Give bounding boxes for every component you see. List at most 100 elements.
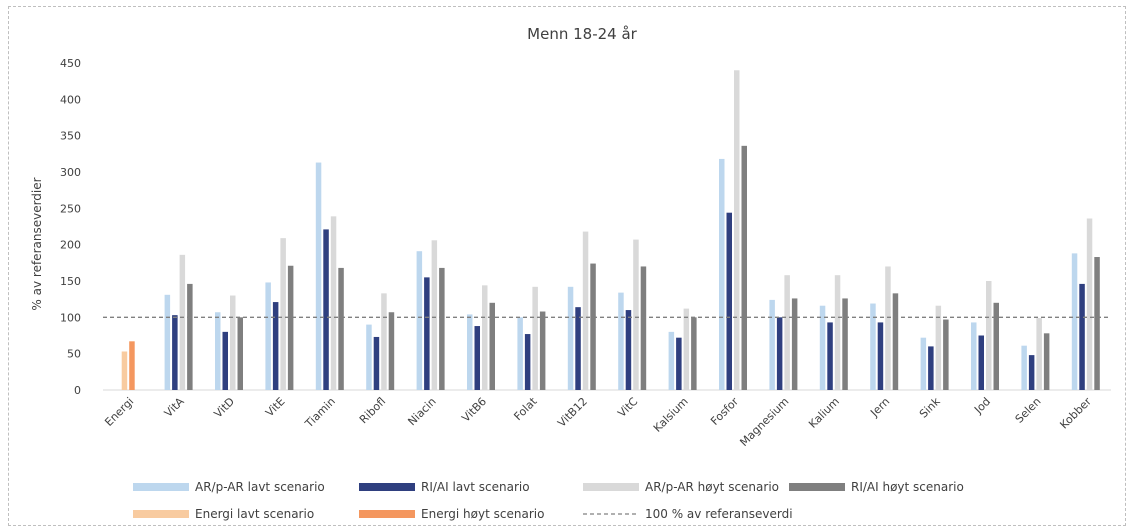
bar-kalium-ar-p-ar-h-yt-scenario bbox=[834, 275, 841, 390]
y-axis-ticks: 0 50 100 150 200 250 300 350 400 450 bbox=[60, 57, 81, 397]
category-labels: Energi VitA VitD VitE Tiamin Ribofl Niacin VitB… bbox=[102, 394, 1094, 449]
bar-selen-ar-p-ar-h-yt-scenario bbox=[1036, 318, 1042, 390]
bar-ribofl-ar-p-ar-h-yt-scenario bbox=[381, 293, 387, 390]
bar-folat-ri-ai-h-yt-scenario bbox=[539, 311, 546, 390]
bar-vitd-ar-p-ar-lavt-scenario bbox=[215, 312, 221, 390]
bar-kalsium-ar-p-ar-h-yt-scenario bbox=[683, 308, 690, 390]
bar-vitc-ri-ai-h-yt-scenario bbox=[640, 266, 647, 390]
bar-ribofl-ar-p-ar-lavt-scenario bbox=[366, 324, 372, 390]
legend: AR/p-AR lavt scenario RI/AI lavt scenario… bbox=[133, 480, 964, 521]
bar-vitb12-ri-ai-lavt-scenario bbox=[575, 307, 581, 390]
bar-vite-ar-p-ar-lavt-scenario bbox=[265, 282, 271, 390]
x-tick-label: Jod bbox=[971, 395, 993, 417]
x-tick-label: Kobber bbox=[1057, 395, 1094, 432]
legend-swatch bbox=[359, 510, 415, 518]
y-axis-label: % av referanseverdier bbox=[30, 177, 44, 310]
chart-frame: Menn 18-24 år % av referanseverdier 0 50 1… bbox=[8, 6, 1126, 526]
y-tick-label: 0 bbox=[74, 384, 81, 397]
legend-label: 100 % av referanseverdi bbox=[645, 507, 793, 521]
bar-jern-ar-p-ar-h-yt-scenario bbox=[885, 266, 891, 390]
bar-vite-ar-p-ar-h-yt-scenario bbox=[280, 238, 286, 390]
x-tick-label: VitA bbox=[162, 395, 187, 420]
bar-jod-ri-ai-lavt-scenario bbox=[978, 335, 984, 390]
bar-fosfor-ri-ai-h-yt-scenario bbox=[741, 145, 747, 390]
bar-ribofl-ri-ai-lavt-scenario bbox=[373, 336, 380, 390]
bar-jod-ar-p-ar-h-yt-scenario bbox=[986, 281, 992, 390]
bar-tiamin-ri-ai-lavt-scenario bbox=[323, 229, 329, 390]
bar-tiamin-ar-p-ar-lavt-scenario bbox=[315, 162, 322, 390]
x-tick-label: Kalium bbox=[806, 395, 842, 431]
y-tick-label: 400 bbox=[60, 93, 81, 106]
bar-vitb6-ar-p-ar-lavt-scenario bbox=[467, 314, 473, 390]
x-tick-label: VitE bbox=[263, 395, 288, 420]
bar-niacin-ri-ai-lavt-scenario bbox=[424, 277, 430, 390]
bar-energi-energi-h-yt-scenario bbox=[129, 341, 135, 390]
bar-vitb6-ri-ai-h-yt-scenario bbox=[489, 302, 495, 390]
x-tick-label: Folat bbox=[511, 394, 540, 423]
x-tick-label: Tiamin bbox=[302, 395, 338, 431]
bar-vitd-ri-ai-h-yt-scenario bbox=[237, 317, 243, 390]
y-tick-label: 50 bbox=[67, 348, 81, 361]
bar-kobber-ar-p-ar-h-yt-scenario bbox=[1086, 218, 1093, 390]
bar-vita-ar-p-ar-lavt-scenario bbox=[164, 294, 171, 390]
bar-folat-ar-p-ar-h-yt-scenario bbox=[532, 286, 538, 390]
legend-label: RI/AI lavt scenario bbox=[421, 480, 530, 494]
x-tick-label: Magnesium bbox=[737, 395, 791, 449]
bar-magnesium-ar-p-ar-lavt-scenario bbox=[769, 299, 775, 390]
bar-kalsium-ri-ai-lavt-scenario bbox=[676, 337, 682, 390]
bar-magnesium-ar-p-ar-h-yt-scenario bbox=[784, 275, 790, 390]
x-tick-label: Energi bbox=[102, 395, 136, 429]
bar-fosfor-ri-ai-lavt-scenario bbox=[726, 212, 732, 390]
bars-group bbox=[121, 70, 1100, 390]
bar-niacin-ri-ai-h-yt-scenario bbox=[439, 267, 445, 390]
x-tick-label: VitC bbox=[615, 395, 640, 420]
x-tick-label: Kalsium bbox=[651, 395, 691, 435]
bar-vita-ri-ai-lavt-scenario bbox=[172, 315, 178, 390]
legend-swatch bbox=[133, 510, 189, 518]
bar-vitb12-ar-p-ar-h-yt-scenario bbox=[582, 231, 589, 390]
bar-magnesium-ri-ai-lavt-scenario bbox=[776, 317, 783, 390]
y-tick-label: 150 bbox=[60, 275, 81, 288]
bar-kalium-ar-p-ar-lavt-scenario bbox=[819, 305, 826, 390]
bar-kobber-ar-p-ar-lavt-scenario bbox=[1071, 253, 1078, 390]
bar-niacin-ar-p-ar-h-yt-scenario bbox=[431, 240, 438, 390]
bar-sink-ar-p-ar-lavt-scenario bbox=[920, 337, 927, 390]
bar-vitb6-ar-p-ar-h-yt-scenario bbox=[482, 285, 488, 390]
bar-sink-ar-p-ar-h-yt-scenario bbox=[935, 305, 942, 390]
bar-kalsium-ri-ai-h-yt-scenario bbox=[691, 317, 697, 390]
bar-niacin-ar-p-ar-lavt-scenario bbox=[416, 251, 423, 390]
bar-kalium-ri-ai-h-yt-scenario bbox=[842, 298, 848, 390]
legend-label: Energi lavt scenario bbox=[195, 507, 314, 521]
bar-sink-ri-ai-h-yt-scenario bbox=[943, 319, 949, 390]
bar-chart: Menn 18-24 år % av referanseverdier 0 50 1… bbox=[30, 25, 1111, 521]
bar-vite-ri-ai-h-yt-scenario bbox=[287, 265, 294, 390]
x-tick-label: Sink bbox=[917, 394, 943, 420]
y-tick-label: 300 bbox=[60, 166, 81, 179]
chart-title: Menn 18-24 år bbox=[527, 25, 637, 43]
bar-ribofl-ri-ai-h-yt-scenario bbox=[388, 312, 395, 390]
bar-vitb12-ar-p-ar-lavt-scenario bbox=[567, 286, 574, 390]
bar-fosfor-ar-p-ar-h-yt-scenario bbox=[734, 70, 740, 390]
bar-kalsium-ar-p-ar-lavt-scenario bbox=[668, 331, 675, 390]
bar-energi-energi-lavt-scenario bbox=[121, 351, 128, 390]
x-tick-label: VitD bbox=[212, 395, 238, 421]
bar-magnesium-ri-ai-h-yt-scenario bbox=[791, 298, 798, 390]
legend-swatch bbox=[789, 483, 845, 491]
bar-jod-ri-ai-h-yt-scenario bbox=[993, 302, 999, 390]
bar-jern-ri-ai-lavt-scenario bbox=[877, 322, 884, 390]
bar-folat-ar-p-ar-lavt-scenario bbox=[517, 317, 523, 390]
x-tick-label: Selen bbox=[1013, 395, 1044, 426]
bar-folat-ri-ai-lavt-scenario bbox=[524, 334, 531, 390]
bar-vita-ri-ai-h-yt-scenario bbox=[187, 283, 193, 390]
bar-vita-ar-p-ar-h-yt-scenario bbox=[179, 254, 186, 390]
bar-sink-ri-ai-lavt-scenario bbox=[928, 346, 934, 390]
bar-vitd-ar-p-ar-h-yt-scenario bbox=[230, 295, 236, 390]
bar-jern-ri-ai-h-yt-scenario bbox=[892, 293, 899, 390]
bar-fosfor-ar-p-ar-lavt-scenario bbox=[719, 158, 725, 390]
bar-jod-ar-p-ar-lavt-scenario bbox=[971, 322, 977, 390]
legend-label: RI/AI høyt scenario bbox=[851, 480, 964, 494]
legend-swatch bbox=[359, 483, 415, 491]
x-tick-label: VitB6 bbox=[459, 395, 489, 425]
bar-vite-ri-ai-lavt-scenario bbox=[272, 302, 279, 390]
x-tick-label: Niacin bbox=[405, 395, 438, 428]
